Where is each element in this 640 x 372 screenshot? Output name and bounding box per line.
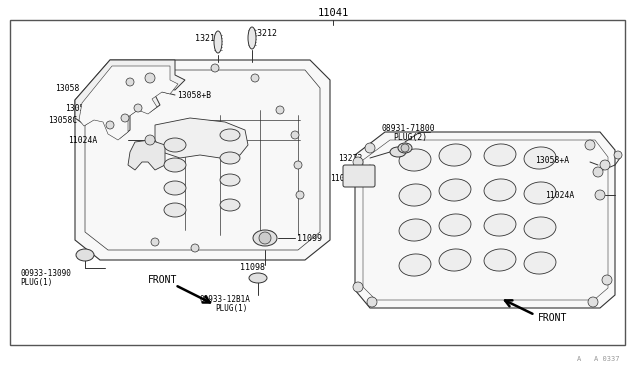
Ellipse shape — [164, 181, 186, 195]
Circle shape — [353, 282, 363, 292]
Circle shape — [585, 140, 595, 150]
Polygon shape — [85, 70, 320, 250]
Polygon shape — [128, 140, 165, 170]
Ellipse shape — [484, 144, 516, 166]
Text: FRONT: FRONT — [538, 313, 568, 323]
Ellipse shape — [399, 149, 431, 171]
Circle shape — [365, 143, 375, 153]
FancyBboxPatch shape — [343, 165, 375, 187]
Text: 11098: 11098 — [240, 263, 265, 273]
Polygon shape — [155, 118, 248, 158]
Circle shape — [614, 151, 622, 159]
Circle shape — [266, 231, 274, 239]
Ellipse shape — [214, 31, 222, 53]
Text: PLUG(2): PLUG(2) — [393, 132, 427, 141]
Circle shape — [126, 78, 134, 86]
Text: 08931-71800: 08931-71800 — [382, 124, 436, 132]
Ellipse shape — [524, 147, 556, 169]
Circle shape — [251, 74, 259, 82]
Text: 11041: 11041 — [317, 8, 349, 18]
Text: 13058+B: 13058+B — [177, 90, 211, 99]
Text: 11024A: 11024A — [545, 190, 574, 199]
Ellipse shape — [164, 203, 186, 217]
Ellipse shape — [164, 138, 186, 152]
Circle shape — [145, 135, 155, 145]
Ellipse shape — [390, 147, 406, 157]
Ellipse shape — [399, 219, 431, 241]
Circle shape — [602, 275, 612, 285]
Text: 13273: 13273 — [338, 154, 362, 163]
Ellipse shape — [76, 249, 94, 261]
Ellipse shape — [484, 214, 516, 236]
Ellipse shape — [524, 182, 556, 204]
Circle shape — [191, 244, 199, 252]
Text: 11024A: 11024A — [68, 135, 97, 144]
Circle shape — [211, 64, 219, 72]
Circle shape — [294, 161, 302, 169]
Ellipse shape — [220, 174, 240, 186]
Circle shape — [593, 167, 603, 177]
Circle shape — [600, 160, 610, 170]
Ellipse shape — [524, 252, 556, 274]
Circle shape — [121, 114, 129, 122]
Bar — [10, 20, 625, 345]
Text: 11099: 11099 — [297, 234, 322, 243]
Ellipse shape — [399, 184, 431, 206]
Circle shape — [134, 104, 142, 112]
Circle shape — [296, 191, 304, 199]
Polygon shape — [75, 60, 330, 260]
Text: 13058C: 13058C — [48, 115, 77, 125]
Circle shape — [151, 238, 159, 246]
Circle shape — [259, 232, 271, 244]
Ellipse shape — [220, 199, 240, 211]
Ellipse shape — [439, 144, 471, 166]
Polygon shape — [355, 132, 615, 308]
Text: PLUG(1): PLUG(1) — [215, 304, 248, 312]
Circle shape — [106, 121, 114, 129]
Circle shape — [367, 297, 377, 307]
Ellipse shape — [248, 27, 256, 49]
Ellipse shape — [249, 273, 267, 283]
Text: 11095: 11095 — [330, 173, 355, 183]
Ellipse shape — [439, 249, 471, 271]
Ellipse shape — [399, 254, 431, 276]
Circle shape — [145, 73, 155, 83]
Circle shape — [353, 157, 363, 167]
Ellipse shape — [524, 217, 556, 239]
Ellipse shape — [164, 158, 186, 172]
Ellipse shape — [220, 152, 240, 164]
Ellipse shape — [253, 230, 277, 246]
Circle shape — [291, 131, 299, 139]
Ellipse shape — [484, 249, 516, 271]
Ellipse shape — [439, 179, 471, 201]
Text: 13058C: 13058C — [65, 103, 94, 112]
Text: PLUG(1): PLUG(1) — [20, 279, 52, 288]
Text: A   A 0337: A A 0337 — [577, 356, 620, 362]
Circle shape — [401, 144, 409, 152]
Polygon shape — [363, 140, 608, 300]
Text: 00933-12B1A: 00933-12B1A — [200, 295, 251, 305]
Text: 13058+A: 13058+A — [535, 155, 569, 164]
Circle shape — [276, 106, 284, 114]
Ellipse shape — [398, 143, 412, 153]
Polygon shape — [79, 66, 178, 140]
Ellipse shape — [484, 179, 516, 201]
Ellipse shape — [220, 129, 240, 141]
Text: 13213: 13213 — [195, 33, 220, 42]
Text: 13212: 13212 — [252, 29, 277, 38]
Text: 13058: 13058 — [55, 83, 79, 93]
Polygon shape — [75, 60, 185, 138]
Ellipse shape — [439, 214, 471, 236]
Text: 00933-13090: 00933-13090 — [20, 269, 71, 279]
Circle shape — [588, 297, 598, 307]
Circle shape — [595, 190, 605, 200]
Text: FRONT: FRONT — [148, 275, 177, 285]
